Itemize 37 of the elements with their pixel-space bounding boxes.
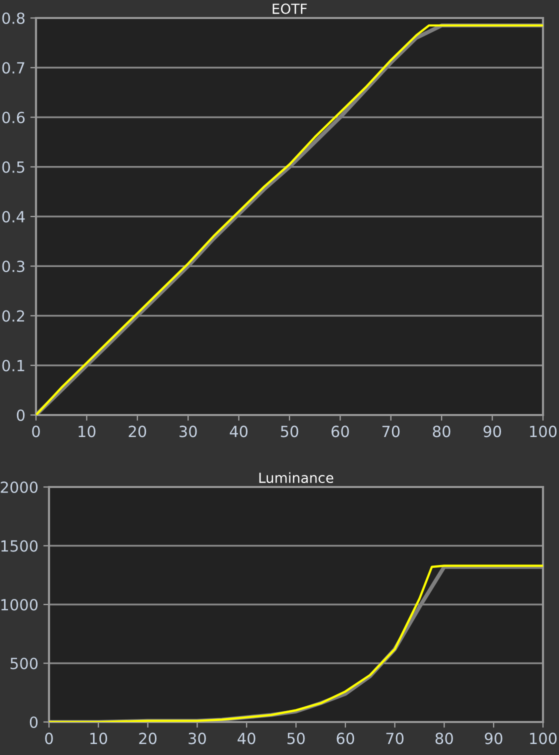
y-tick-label: 0.5 — [2, 161, 24, 173]
x-tick-label: 90 — [484, 732, 502, 744]
x-tick-label: 20 — [139, 732, 157, 744]
x-tick-label: 80 — [432, 426, 450, 438]
chart-title: Luminance — [259, 472, 334, 484]
y-tick-label: 0 — [30, 716, 38, 728]
x-tick-label: 10 — [90, 732, 108, 744]
x-tick-label: 70 — [382, 426, 400, 438]
x-tick-label: 40 — [238, 732, 256, 744]
y-tick-label: 0.6 — [2, 112, 25, 124]
x-tick-label: 0 — [45, 732, 53, 744]
x-tick-label: 50 — [287, 732, 305, 744]
y-tick-label: 0 — [16, 409, 25, 422]
x-tick-label: 80 — [436, 732, 453, 744]
y-tick-label: 1000 — [1, 598, 38, 611]
x-tick-label: 100 — [530, 426, 557, 438]
y-tick-label: 0.4 — [2, 210, 25, 223]
x-tick-label: 90 — [484, 426, 502, 438]
x-tick-label: 40 — [230, 426, 248, 438]
y-tick-label: 2000 — [0, 481, 38, 494]
x-tick-label: 70 — [386, 732, 404, 744]
y-tick-label: 1500 — [1, 540, 38, 552]
x-tick-label: 30 — [180, 426, 197, 438]
x-tick-label: 60 — [336, 732, 354, 744]
y-tick-label: 0.8 — [2, 12, 25, 24]
x-tick-label: 30 — [188, 732, 206, 744]
x-tick-label: 100 — [530, 732, 557, 744]
chart-title: EOTF — [272, 4, 307, 14]
y-tick-label: 0.7 — [2, 62, 24, 74]
y-tick-label: 0.3 — [2, 260, 24, 272]
y-tick-label: 500 — [10, 658, 38, 670]
x-tick-label: 60 — [332, 426, 349, 438]
x-tick-label: 10 — [78, 426, 96, 438]
y-tick-label: 0.2 — [2, 310, 24, 322]
x-tick-label: 50 — [280, 426, 298, 438]
y-tick-label: 0.1 — [2, 360, 24, 372]
x-tick-label: 20 — [128, 426, 146, 438]
